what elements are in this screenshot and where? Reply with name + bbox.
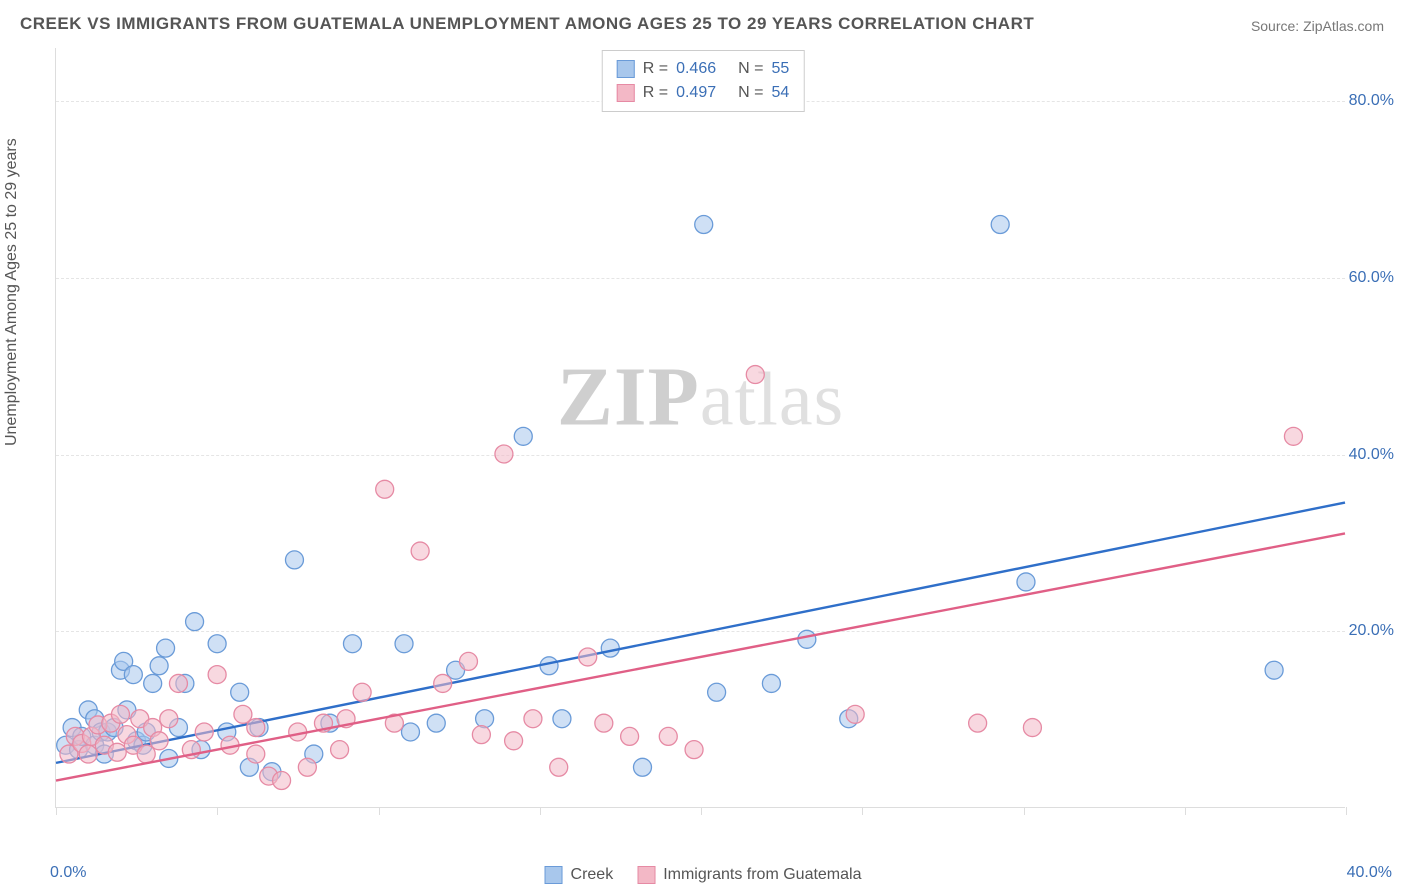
scatter-svg [56, 48, 1345, 807]
scatter-point [411, 542, 429, 560]
scatter-point [1284, 427, 1302, 445]
legend-correlation: R = 0.466 N = 55 R = 0.497 N = 54 [602, 50, 805, 112]
plot-area: ZIPatlas [55, 48, 1345, 808]
chart-title: CREEK VS IMMIGRANTS FROM GUATEMALA UNEMP… [20, 14, 1034, 34]
swatch-creek-bottom [545, 866, 563, 884]
scatter-point [685, 741, 703, 759]
scatter-point [195, 723, 213, 741]
xtick [862, 807, 863, 815]
scatter-point [553, 710, 571, 728]
source-label: Source: ZipAtlas.com [1251, 18, 1384, 34]
scatter-point [273, 772, 291, 790]
scatter-point [111, 705, 129, 723]
scatter-point [169, 674, 187, 692]
scatter-point [150, 657, 168, 675]
swatch-guatemala [617, 84, 635, 102]
scatter-point [108, 743, 126, 761]
xtick [56, 807, 57, 815]
scatter-point [231, 683, 249, 701]
legend-row-guatemala: R = 0.497 N = 54 [617, 81, 790, 105]
scatter-point [144, 674, 162, 692]
xtick [379, 807, 380, 815]
ytick-label: 60.0% [1349, 269, 1394, 287]
scatter-point [160, 710, 178, 728]
scatter-point [695, 216, 713, 234]
legend-item-creek: Creek [545, 866, 614, 884]
scatter-point [659, 727, 677, 745]
scatter-point [401, 723, 419, 741]
scatter-point [1023, 719, 1041, 737]
scatter-point [427, 714, 445, 732]
legend-item-guatemala: Immigrants from Guatemala [637, 866, 861, 884]
scatter-point [1017, 573, 1035, 591]
scatter-point [495, 445, 513, 463]
scatter-point [331, 741, 349, 759]
ytick-label: 80.0% [1349, 92, 1394, 110]
scatter-point [798, 630, 816, 648]
xtick-40: 40.0% [1347, 864, 1392, 882]
scatter-point [969, 714, 987, 732]
scatter-point [150, 732, 168, 750]
scatter-point [991, 216, 1009, 234]
swatch-creek [617, 60, 635, 78]
scatter-point [124, 666, 142, 684]
xtick [540, 807, 541, 815]
scatter-point [157, 639, 175, 657]
scatter-point [579, 648, 597, 666]
scatter-point [634, 758, 652, 776]
scatter-point [472, 726, 490, 744]
scatter-point [247, 745, 265, 763]
scatter-point [476, 710, 494, 728]
scatter-point [762, 674, 780, 692]
scatter-point [1265, 661, 1283, 679]
scatter-point [353, 683, 371, 701]
xtick [217, 807, 218, 815]
xtick [1346, 807, 1347, 815]
scatter-point [621, 727, 639, 745]
scatter-point [395, 635, 413, 653]
scatter-point [540, 657, 558, 675]
scatter-point [708, 683, 726, 701]
scatter-point [434, 674, 452, 692]
swatch-guatemala-bottom [637, 866, 655, 884]
scatter-point [846, 705, 864, 723]
xtick [1024, 807, 1025, 815]
scatter-point [247, 719, 265, 737]
scatter-point [514, 427, 532, 445]
legend-series: Creek Immigrants from Guatemala [545, 866, 862, 884]
scatter-point [746, 366, 764, 384]
xtick [1185, 807, 1186, 815]
scatter-point [208, 666, 226, 684]
ytick-label: 20.0% [1349, 622, 1394, 640]
scatter-point [505, 732, 523, 750]
scatter-point [285, 551, 303, 569]
scatter-point [343, 635, 361, 653]
scatter-point [79, 745, 97, 763]
scatter-point [524, 710, 542, 728]
xtick-0: 0.0% [50, 864, 86, 882]
scatter-point [595, 714, 613, 732]
scatter-point [376, 480, 394, 498]
scatter-point [550, 758, 568, 776]
scatter-point [208, 635, 226, 653]
legend-row-creek: R = 0.466 N = 55 [617, 57, 790, 81]
scatter-point [459, 652, 477, 670]
xtick [701, 807, 702, 815]
y-axis-label: Unemployment Among Ages 25 to 29 years [3, 138, 21, 446]
ytick-label: 40.0% [1349, 446, 1394, 464]
scatter-point [601, 639, 619, 657]
scatter-point [186, 613, 204, 631]
scatter-point [298, 758, 316, 776]
